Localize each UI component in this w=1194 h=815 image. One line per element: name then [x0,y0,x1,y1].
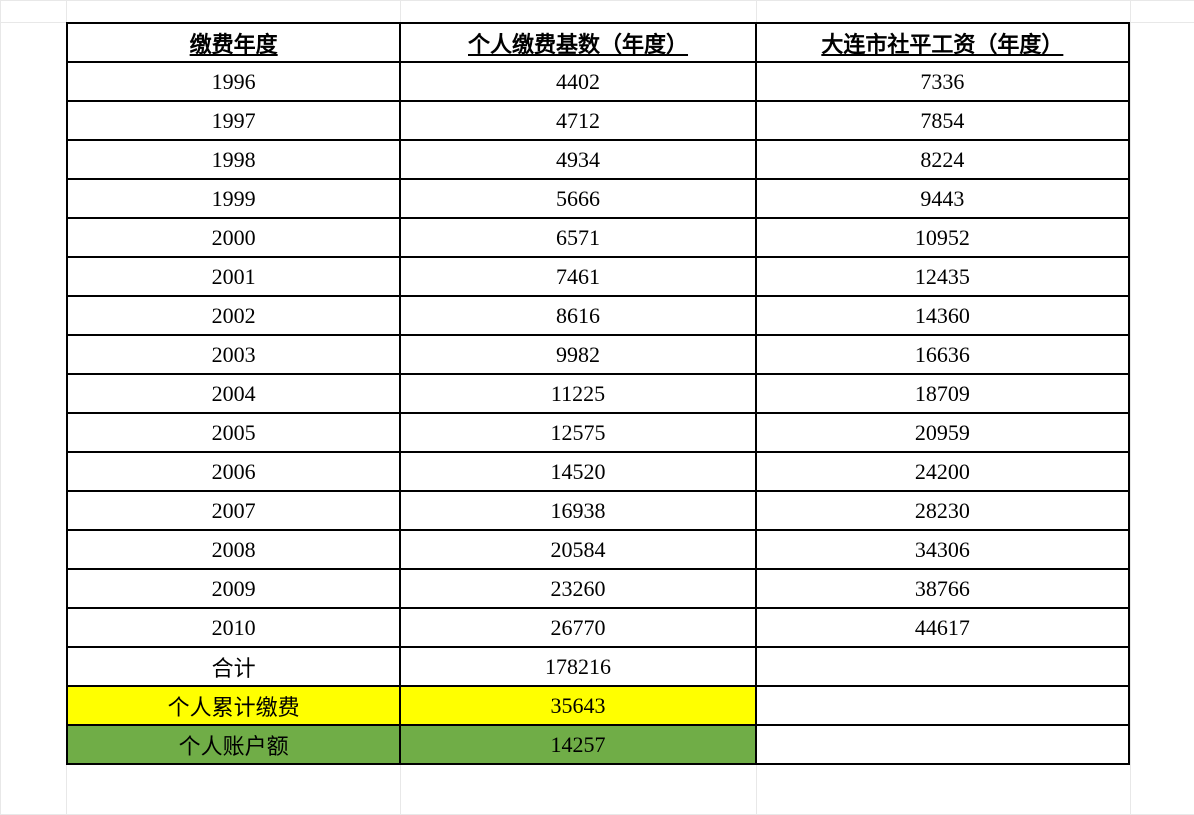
table-cell: 18709 [756,374,1129,413]
table-row: 2001746112435 [67,257,1129,296]
summary-label: 合计 [67,647,400,686]
table-cell: 7461 [400,257,755,296]
table-cell: 38766 [756,569,1129,608]
header-avg-wage: 大连市社平工资（年度） [756,23,1129,62]
table-cell: 12575 [400,413,755,452]
table-row: 20082058434306 [67,530,1129,569]
table-cell: 16636 [756,335,1129,374]
table-cell: 23260 [400,569,755,608]
table-cell: 12435 [756,257,1129,296]
table-cell: 7336 [756,62,1129,101]
table-cell: 7854 [756,101,1129,140]
table-cell: 2007 [67,491,400,530]
summary-empty [756,686,1129,725]
table-cell: 28230 [756,491,1129,530]
table-cell: 2001 [67,257,400,296]
table-cell: 2010 [67,608,400,647]
table-cell: 2004 [67,374,400,413]
table-cell: 20584 [400,530,755,569]
table-cell: 8616 [400,296,755,335]
table-cell: 1998 [67,140,400,179]
grid-line-horizontal [0,0,1194,1]
table-row: 2000657110952 [67,218,1129,257]
table-row: 199644027336 [67,62,1129,101]
table-body: 1996440273361997471278541998493482241999… [67,62,1129,764]
summary-value: 35643 [400,686,755,725]
summary-row: 合计178216 [67,647,1129,686]
table-cell: 4934 [400,140,755,179]
pension-data-table: 缴费年度 个人缴费基数（年度） 大连市社平工资（年度） 199644027336… [66,22,1130,765]
summary-row: 个人累计缴费35643 [67,686,1129,725]
table-cell: 34306 [756,530,1129,569]
table-row: 20061452024200 [67,452,1129,491]
table-cell: 5666 [400,179,755,218]
table-cell: 9443 [756,179,1129,218]
table-cell: 8224 [756,140,1129,179]
table-cell: 6571 [400,218,755,257]
table-row: 199747127854 [67,101,1129,140]
table-cell: 11225 [400,374,755,413]
table-cell: 2003 [67,335,400,374]
table-cell: 26770 [400,608,755,647]
summary-empty [756,647,1129,686]
table-cell: 2002 [67,296,400,335]
table-cell: 44617 [756,608,1129,647]
table-cell: 1997 [67,101,400,140]
grid-line-vertical [1130,0,1131,814]
table-header-row: 缴费年度 个人缴费基数（年度） 大连市社平工资（年度） [67,23,1129,62]
summary-row: 个人账户额14257 [67,725,1129,764]
table-row: 2002861614360 [67,296,1129,335]
table-row: 199956669443 [67,179,1129,218]
table-row: 20092326038766 [67,569,1129,608]
table-cell: 14360 [756,296,1129,335]
table-cell: 1996 [67,62,400,101]
table-row: 20041122518709 [67,374,1129,413]
table-row: 2003998216636 [67,335,1129,374]
summary-label: 个人累计缴费 [67,686,400,725]
summary-empty [756,725,1129,764]
table-cell: 20959 [756,413,1129,452]
table-cell: 24200 [756,452,1129,491]
table-cell: 4712 [400,101,755,140]
table-cell: 2009 [67,569,400,608]
summary-value: 178216 [400,647,755,686]
table-cell: 2000 [67,218,400,257]
table-cell: 9982 [400,335,755,374]
table-row: 20051257520959 [67,413,1129,452]
table-cell: 2005 [67,413,400,452]
table-cell: 4402 [400,62,755,101]
table-cell: 10952 [756,218,1129,257]
table-cell: 1999 [67,179,400,218]
summary-label: 个人账户额 [67,725,400,764]
header-year: 缴费年度 [67,23,400,62]
table-cell: 2008 [67,530,400,569]
grid-line-vertical [0,0,1,814]
table-cell: 2006 [67,452,400,491]
table-cell: 14520 [400,452,755,491]
table-row: 20071693828230 [67,491,1129,530]
table-row: 20102677044617 [67,608,1129,647]
table-row: 199849348224 [67,140,1129,179]
summary-value: 14257 [400,725,755,764]
header-contribution-base: 个人缴费基数（年度） [400,23,755,62]
table-cell: 16938 [400,491,755,530]
